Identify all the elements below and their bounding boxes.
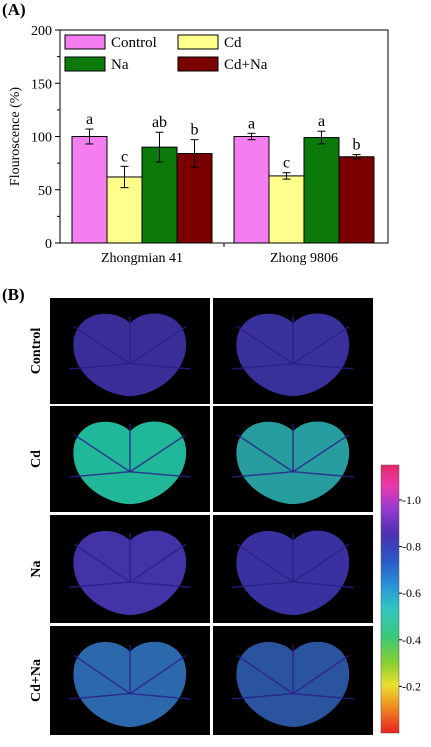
colorbar-tick-label: -0.2	[402, 679, 421, 693]
significance-letter: a	[318, 113, 325, 130]
legend-label: Cd+Na	[224, 57, 268, 73]
y-axis-label: Flouroscence (%)	[8, 87, 23, 186]
bar-chart: 0 50 100 150 200 Flouroscence (%) Zhongmian 41…	[8, 24, 389, 266]
y-tick-label: 50	[38, 184, 52, 199]
leaf-vein	[69, 362, 131, 370]
significance-letter: b	[353, 137, 361, 154]
leaf-vein	[69, 581, 131, 589]
significance-letter: a	[86, 111, 93, 128]
bar-cd-2	[268, 175, 305, 244]
legend-label: Control	[111, 35, 157, 51]
leaf-vein	[69, 470, 131, 478]
row-label-cd: Cd	[29, 450, 44, 468]
leaf-vein	[292, 692, 354, 700]
leaf-rows: Control Cd Na Cd+Na	[29, 298, 373, 735]
significance-letter: ab	[152, 114, 167, 131]
leaf-vein	[129, 692, 191, 700]
significance-letter: c	[283, 155, 290, 172]
leaf-vein	[73, 433, 131, 473]
leaf-vein	[129, 362, 191, 370]
y-tick-label: 150	[31, 77, 52, 92]
leaf-vein	[236, 543, 294, 583]
leaf-vein	[129, 543, 187, 583]
leaf-vein	[232, 470, 294, 478]
significance-letter: b	[191, 122, 199, 139]
legend-swatch	[64, 34, 106, 50]
leaf-vein	[73, 543, 131, 583]
colorbar-gradient	[380, 464, 400, 734]
leaf-vein	[292, 433, 350, 473]
leaf-vein	[232, 581, 294, 589]
y-tick-label: 200	[31, 24, 52, 39]
panel-b-label: (B)	[2, 285, 25, 304]
leaf-vein	[232, 362, 294, 370]
leaf-vein	[236, 654, 294, 695]
leaf-vein	[73, 654, 131, 695]
colorbar: -1.0 -0.8 -0.6 -0.4 -0.2	[380, 464, 421, 734]
legend-label: Na	[111, 57, 129, 73]
leaf-vein	[69, 692, 131, 700]
leaf-vein	[232, 692, 294, 700]
leaf-image-grid: Control Cd Na Cd+Na -1.0 -0.8 -0.6 -0.4 -0.2	[29, 298, 421, 735]
chart-legend: Control Cd Na Cd+Na	[64, 34, 268, 73]
bar-control-2	[233, 136, 270, 244]
leaf-vein	[129, 581, 191, 589]
x-tick-label: Zhong 9806	[270, 251, 338, 266]
bar-na-2	[303, 137, 340, 244]
leaf-vein	[292, 325, 350, 365]
bar-cd-na-1	[176, 153, 213, 244]
panel-a-label: (A)	[2, 0, 26, 19]
leaf-vein	[129, 325, 187, 365]
leaf-vein	[73, 325, 131, 365]
colorbar-tick-label: -0.8	[402, 540, 421, 554]
leaf-vein	[292, 362, 354, 370]
leaf-vein	[129, 470, 191, 478]
leaf-vein	[236, 325, 294, 365]
leaf-vein	[292, 470, 354, 478]
y-tick-label: 0	[45, 237, 52, 252]
significance-letter: a	[248, 115, 255, 132]
bar-control-1	[71, 136, 108, 244]
leaf-vein	[292, 654, 350, 695]
leaf-vein	[129, 433, 187, 473]
legend-label: Cd	[224, 35, 242, 51]
colorbar-tick-label: -1.0	[402, 493, 421, 507]
leaf-vein	[292, 543, 350, 583]
chart-axes: 0 50 100 150 200 Flouroscence (%) Zhongmian 41…	[8, 24, 389, 266]
colorbar-tick-label: -0.4	[402, 633, 421, 647]
leaf-vein	[236, 433, 294, 473]
legend-swatch	[64, 56, 106, 72]
x-tick-label: Zhongmian 41	[101, 251, 183, 266]
bar-cd-na-2	[338, 156, 375, 244]
significance-letter: c	[121, 148, 128, 165]
row-label-cd-na: Cd+Na	[29, 659, 44, 702]
leaf-vein	[292, 581, 354, 589]
y-tick-label: 100	[31, 131, 52, 146]
leaf-vein	[129, 654, 187, 695]
row-label-control: Control	[29, 328, 44, 375]
colorbar-tick-label: -0.6	[402, 586, 421, 600]
legend-swatch	[177, 34, 219, 50]
legend-swatch	[177, 56, 219, 72]
row-label-na: Na	[29, 560, 44, 577]
